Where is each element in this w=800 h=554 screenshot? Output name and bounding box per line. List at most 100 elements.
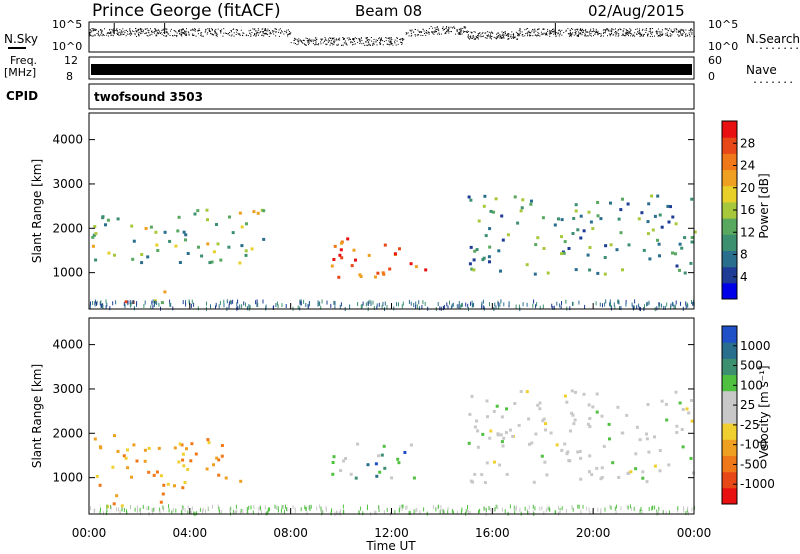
noise-dot xyxy=(352,41,354,43)
noise-dot xyxy=(207,32,209,34)
noise-dot xyxy=(608,33,610,35)
noise-dot xyxy=(580,28,582,30)
heatmap-cell xyxy=(178,261,182,264)
noise-dot xyxy=(438,32,440,34)
noise-dot xyxy=(106,32,108,34)
heatmap-cell xyxy=(419,510,421,515)
noise-dot xyxy=(605,29,607,31)
noise-dot xyxy=(345,42,347,44)
noise-dot xyxy=(358,38,360,40)
noise-dot xyxy=(674,30,676,32)
noise-dot xyxy=(164,28,166,30)
noise-dot xyxy=(686,35,688,37)
noise-dot xyxy=(577,35,579,37)
heatmap-cell xyxy=(380,453,384,457)
noise-dot xyxy=(597,32,599,34)
noise-dot xyxy=(265,30,267,32)
heatmap-cell xyxy=(516,221,520,225)
noise-dot xyxy=(660,34,662,36)
noise-dot xyxy=(188,34,190,36)
heatmap-cell xyxy=(129,303,131,308)
heatmap-cell xyxy=(156,249,160,252)
noise-dot xyxy=(391,37,392,39)
heatmap-cell xyxy=(299,300,301,305)
noise-dot xyxy=(475,35,477,37)
heatmap-cell xyxy=(681,445,685,449)
heatmap-cell xyxy=(596,214,600,218)
noise-dot xyxy=(275,28,277,30)
heatmap-cell xyxy=(632,305,634,310)
heatmap-cell xyxy=(630,507,632,511)
noise-dot xyxy=(422,28,424,30)
heatmap-cell xyxy=(390,476,394,480)
noise-dot xyxy=(164,35,166,37)
heatmap-cell xyxy=(602,303,603,308)
noise-dot xyxy=(185,35,187,37)
heatmap-cell xyxy=(377,505,379,510)
noise-dot xyxy=(659,33,661,35)
noise-dot xyxy=(581,29,583,31)
noise-dot xyxy=(453,26,455,28)
heatmap-cell xyxy=(191,506,193,511)
heatmap-cell xyxy=(497,301,499,306)
heatmap-cell xyxy=(339,304,341,309)
noise-dot xyxy=(582,28,583,30)
heatmap-cell xyxy=(579,214,583,218)
heatmap-cell xyxy=(456,510,458,515)
noise-dot xyxy=(466,32,468,33)
heatmap-cell xyxy=(184,508,186,513)
heatmap-cell xyxy=(182,464,186,468)
noise-dot xyxy=(357,41,359,43)
noise-dot xyxy=(159,31,160,33)
heatmap-cell xyxy=(95,299,96,304)
noise-dot xyxy=(279,28,281,30)
noise-dot xyxy=(498,32,500,34)
heatmap-cell xyxy=(196,209,200,213)
heatmap-cell xyxy=(239,304,241,309)
heatmap-cell xyxy=(161,492,165,496)
noise-dot xyxy=(253,29,255,31)
heatmap-cell xyxy=(471,303,473,308)
noise-dot xyxy=(354,43,356,45)
noise-dot xyxy=(471,32,473,34)
heatmap-cell xyxy=(362,301,364,306)
noise-dot xyxy=(375,41,377,43)
noise-dot xyxy=(250,35,252,37)
heatmap-cell xyxy=(415,305,417,309)
heatmap-cell xyxy=(549,431,553,435)
heatmap-cell xyxy=(579,477,583,481)
heatmap-cell xyxy=(181,509,183,514)
noise-dot xyxy=(327,40,329,42)
noise-dot xyxy=(116,32,118,34)
noise-dot xyxy=(262,32,264,34)
heatmap-cell xyxy=(565,452,569,456)
noise-dot xyxy=(655,31,657,33)
noise-dot xyxy=(647,35,649,37)
heatmap-cell xyxy=(153,507,155,512)
heatmap-cell xyxy=(340,241,343,245)
noise-dot xyxy=(440,33,442,35)
heatmap-cell xyxy=(460,510,462,515)
heatmap-cell xyxy=(237,305,239,310)
noise-dot xyxy=(200,34,202,36)
heatmap-cell xyxy=(393,306,395,311)
heatmap-cell xyxy=(525,390,529,394)
heatmap-cell xyxy=(89,304,91,309)
heatmap-cell xyxy=(607,422,611,426)
noise-dot xyxy=(163,35,165,37)
noise-dot xyxy=(135,28,137,30)
noise-dot xyxy=(215,34,217,36)
heatmap-cell xyxy=(166,482,170,486)
heatmap-cell xyxy=(513,195,517,199)
noise-dot xyxy=(681,29,683,31)
noise-dot xyxy=(458,33,460,34)
noise-dot xyxy=(458,32,460,33)
noise-dot xyxy=(658,35,660,37)
noise-dot xyxy=(609,35,611,37)
noise-dot xyxy=(375,39,377,41)
noise-dot xyxy=(382,40,384,42)
heatmap-cell xyxy=(374,462,378,466)
noise-dot xyxy=(380,38,382,40)
noise-dot xyxy=(166,28,168,30)
